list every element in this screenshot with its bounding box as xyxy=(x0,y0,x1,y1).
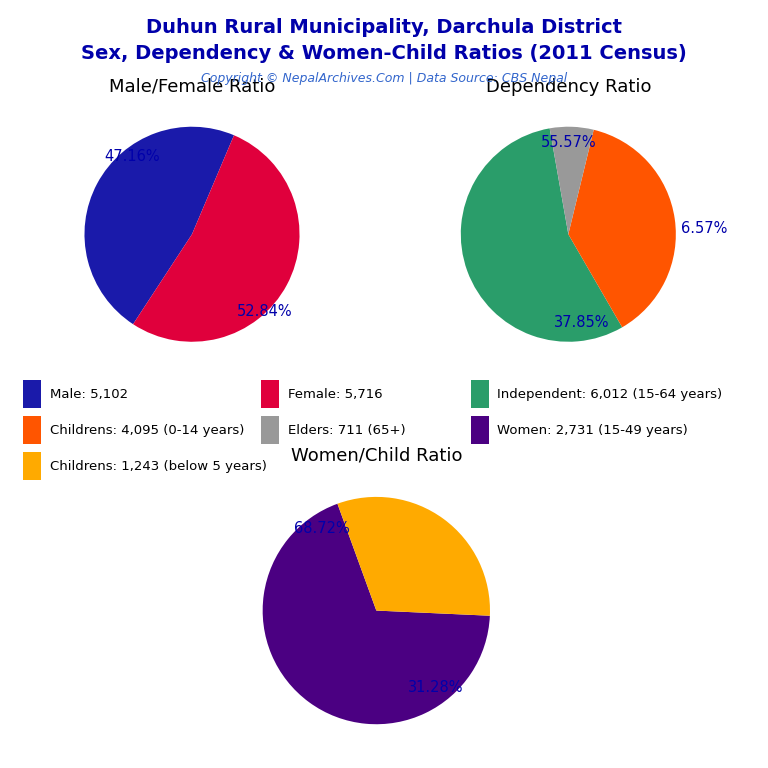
Text: Childrens: 4,095 (0-14 years): Childrens: 4,095 (0-14 years) xyxy=(50,424,244,437)
Bar xyxy=(471,380,488,409)
Bar xyxy=(23,416,41,444)
Bar xyxy=(261,380,280,409)
Wedge shape xyxy=(84,127,234,324)
Title: Dependency Ratio: Dependency Ratio xyxy=(485,78,651,95)
Text: Sex, Dependency & Women-Child Ratios (2011 Census): Sex, Dependency & Women-Child Ratios (20… xyxy=(81,44,687,63)
Text: Women: 2,731 (15-49 years): Women: 2,731 (15-49 years) xyxy=(498,424,688,437)
Text: 47.16%: 47.16% xyxy=(104,149,160,164)
Text: Female: 5,716: Female: 5,716 xyxy=(288,388,382,401)
Text: Childrens: 1,243 (below 5 years): Childrens: 1,243 (below 5 years) xyxy=(50,460,266,472)
Wedge shape xyxy=(568,130,676,327)
Bar xyxy=(23,380,41,409)
Text: 52.84%: 52.84% xyxy=(237,304,293,319)
Wedge shape xyxy=(263,504,490,724)
Bar xyxy=(261,416,280,444)
Wedge shape xyxy=(337,497,490,616)
Wedge shape xyxy=(550,127,594,234)
Wedge shape xyxy=(133,135,300,342)
Title: Women/Child Ratio: Women/Child Ratio xyxy=(290,446,462,464)
Text: Copyright © NepalArchives.Com | Data Source: CBS Nepal: Copyright © NepalArchives.Com | Data Sou… xyxy=(201,72,567,85)
Text: 55.57%: 55.57% xyxy=(541,135,596,151)
Title: Male/Female Ratio: Male/Female Ratio xyxy=(109,78,275,95)
Text: 31.28%: 31.28% xyxy=(408,680,463,695)
Text: Independent: 6,012 (15-64 years): Independent: 6,012 (15-64 years) xyxy=(498,388,723,401)
Bar xyxy=(23,452,41,480)
Wedge shape xyxy=(461,128,622,342)
Text: Male: 5,102: Male: 5,102 xyxy=(50,388,128,401)
Text: Elders: 711 (65+): Elders: 711 (65+) xyxy=(288,424,406,437)
Text: 6.57%: 6.57% xyxy=(681,221,727,237)
Text: 37.85%: 37.85% xyxy=(554,315,609,330)
Bar xyxy=(471,416,488,444)
Text: 68.72%: 68.72% xyxy=(294,521,349,536)
Text: Duhun Rural Municipality, Darchula District: Duhun Rural Municipality, Darchula Distr… xyxy=(146,18,622,37)
